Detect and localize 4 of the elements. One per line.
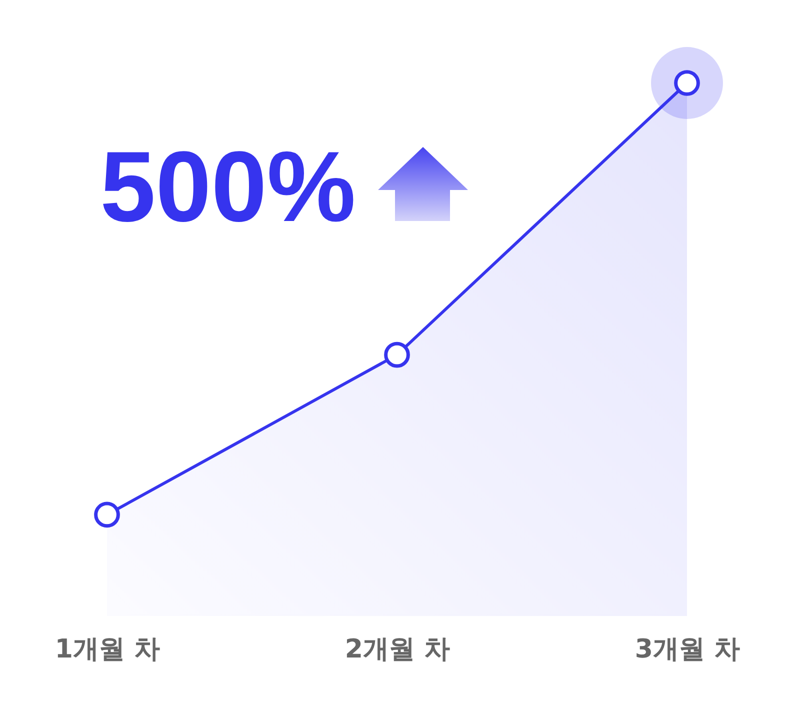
x-tick-label: 1개월 차 bbox=[54, 634, 160, 664]
annotation: 500% bbox=[100, 131, 356, 243]
x-tick-label: 2개월 차 bbox=[344, 634, 450, 664]
x-tick-label: 3개월 차 bbox=[634, 634, 740, 664]
